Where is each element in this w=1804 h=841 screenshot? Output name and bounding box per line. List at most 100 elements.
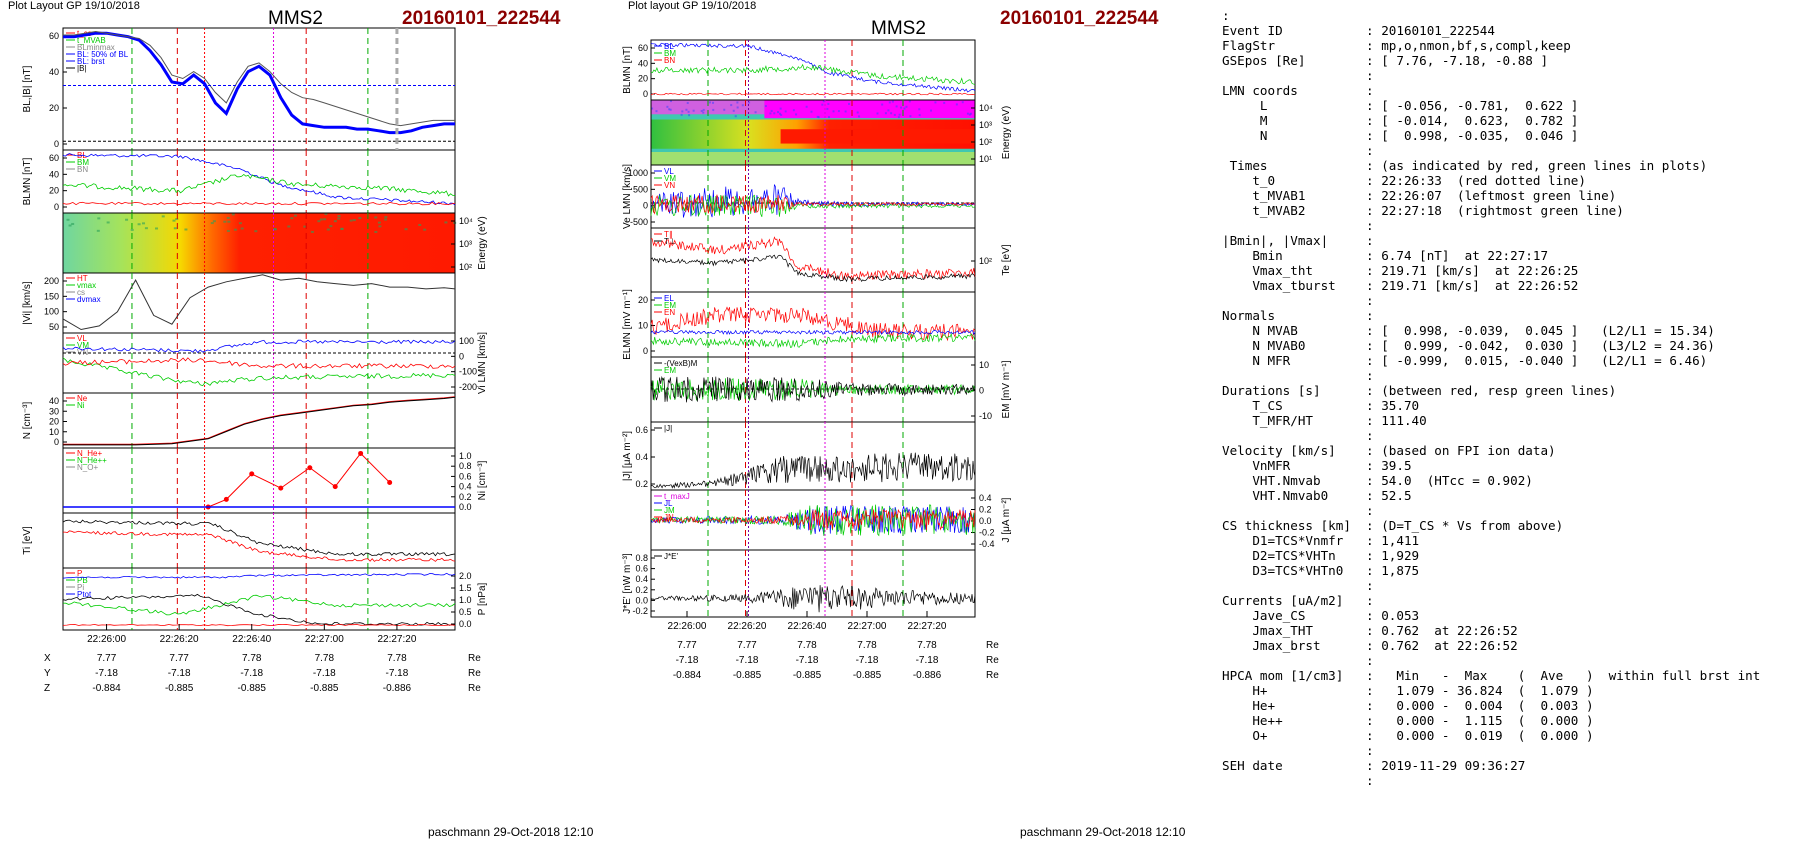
spec-speck bbox=[130, 228, 134, 231]
y-tick-label: 150 bbox=[44, 291, 59, 301]
ti-perp-trace bbox=[63, 530, 456, 562]
spec-speck bbox=[212, 220, 216, 223]
spec-speck bbox=[655, 110, 658, 113]
position-value: 7.78 bbox=[315, 653, 335, 664]
info-line: |Bmin|, |Vmax| : bbox=[1222, 233, 1374, 248]
spec-speck bbox=[712, 108, 715, 111]
spec-speck bbox=[891, 100, 894, 103]
spec-speck bbox=[810, 110, 813, 113]
ve-n-trace bbox=[650, 194, 976, 215]
panel-ylabel: N [cm⁻³] bbox=[22, 402, 33, 440]
spec-speck bbox=[226, 229, 230, 232]
y-tick-label: 0.2 bbox=[459, 492, 472, 502]
spec-speck bbox=[918, 108, 921, 111]
y-tick-label: 0.6 bbox=[635, 564, 648, 574]
spec-speck bbox=[780, 113, 783, 116]
spec-speck bbox=[779, 107, 782, 110]
mid-panel-e-spec: Energy (eV) 10¹ 10² 10³ 10⁴ bbox=[650, 99, 1012, 166]
spec-speck bbox=[881, 103, 884, 106]
spec-speck bbox=[702, 108, 705, 111]
position-value: -0.884 bbox=[92, 683, 121, 694]
spec-speck bbox=[290, 217, 294, 220]
position-value: 7.77 bbox=[677, 640, 697, 651]
y-tick-label: 10³ bbox=[979, 120, 992, 130]
y-tick-label: 0.0 bbox=[459, 502, 472, 512]
spec-speck bbox=[856, 111, 859, 114]
spec-speck bbox=[898, 113, 901, 116]
y-tick-label: 30 bbox=[49, 406, 59, 416]
legend-label: BN bbox=[664, 56, 675, 65]
position-value: 7.78 bbox=[917, 640, 937, 651]
spec-speck bbox=[317, 220, 321, 223]
time-tick-label: 22:26:40 bbox=[232, 634, 271, 645]
info-line: T_CS : 35.70 bbox=[1222, 398, 1420, 413]
y-tick-label: 40 bbox=[49, 396, 59, 406]
bn-trace bbox=[62, 201, 456, 206]
position-value: -7.18 bbox=[916, 655, 939, 666]
mid-panel-te: Te [eV] 10² T∥T⊥ bbox=[650, 227, 1012, 293]
spec-speck bbox=[668, 108, 671, 111]
legend-label: EM bbox=[664, 366, 676, 375]
position-unit: Re bbox=[468, 653, 481, 664]
legend-label: VM bbox=[77, 341, 89, 350]
position-value: 7.78 bbox=[242, 653, 262, 664]
panel-ylabel: EM [mV m⁻¹] bbox=[1001, 360, 1012, 418]
spec-speck bbox=[142, 222, 146, 225]
y-tick-label: 40 bbox=[49, 67, 59, 77]
info-line: t_MVAB2 : 22:27:18 (rightmost green line… bbox=[1222, 203, 1624, 218]
te-perp-trace bbox=[650, 254, 976, 283]
info-line: He++ : 0.000 - 1.115 ( 0.000 ) bbox=[1222, 713, 1594, 728]
mid-spacecraft-label: MMS2 bbox=[871, 18, 926, 39]
y-tick-label: 0.2 bbox=[979, 505, 992, 515]
spec-speck bbox=[961, 101, 964, 104]
position-value: -7.18 bbox=[95, 668, 118, 679]
info-line: t_0 : 22:26:33 (red dotted line) bbox=[1222, 173, 1586, 188]
position-value: -7.18 bbox=[386, 668, 409, 679]
position-value: -0.885 bbox=[853, 670, 882, 681]
info-line: VHT.Nmvab : 54.0 (HTcc = 0.902) bbox=[1222, 473, 1533, 488]
y-tick-label: 0.8 bbox=[635, 553, 648, 563]
spec-speck bbox=[826, 107, 829, 110]
left-event-label: 20160101_222544 bbox=[402, 8, 561, 29]
y-tick-label: -0.2 bbox=[632, 606, 648, 616]
position-unit: Re bbox=[986, 670, 999, 681]
position-value: -0.885 bbox=[733, 670, 762, 681]
spec-speck bbox=[968, 113, 971, 116]
vm-trace bbox=[62, 357, 456, 387]
spec-speck bbox=[172, 219, 176, 222]
info-line: Times : (as indicated by red, green line… bbox=[1222, 158, 1708, 173]
y-tick-label: 0 bbox=[54, 139, 59, 149]
spec-speck bbox=[319, 218, 323, 221]
position-value: -7.18 bbox=[856, 655, 879, 666]
je-trace bbox=[650, 585, 976, 613]
position-value: -7.18 bbox=[168, 668, 191, 679]
panel-ylabel: BL,|B| [nT] bbox=[22, 65, 33, 112]
panel-ylabel: ELMN [mV m⁻¹] bbox=[622, 289, 633, 360]
spec-speck bbox=[223, 220, 227, 223]
spec-speck bbox=[858, 115, 861, 118]
info-line: VHT.Nmvab0 : 52.5 bbox=[1222, 488, 1412, 503]
position-value: -7.18 bbox=[313, 668, 336, 679]
spec-speck bbox=[827, 102, 830, 105]
spec-speck bbox=[903, 107, 906, 110]
ion-spectrogram bbox=[63, 213, 455, 273]
spec-speck bbox=[68, 224, 72, 227]
series-he-plus-plus-line bbox=[208, 452, 391, 508]
en-trace bbox=[650, 306, 976, 342]
pi-trace bbox=[62, 593, 455, 626]
legend-label: t_MVAB bbox=[77, 36, 106, 45]
y-tick-label: 0.0 bbox=[979, 516, 992, 526]
e-spectrogram-red bbox=[780, 129, 975, 144]
spec-speck bbox=[227, 220, 231, 223]
position-value: -0.885 bbox=[310, 683, 339, 694]
position-unit: Re bbox=[986, 655, 999, 666]
info-line: : bbox=[1222, 293, 1374, 308]
e-spectrogram-bottom bbox=[651, 152, 975, 165]
legend-label: BL: 50% of BL bbox=[77, 50, 129, 59]
legend-label: EN bbox=[664, 308, 675, 317]
legend-label: -(VexB)M bbox=[664, 359, 698, 368]
spec-speck bbox=[287, 225, 291, 228]
panel-frame bbox=[650, 549, 976, 618]
time-tick-label: 22:27:00 bbox=[848, 621, 887, 632]
